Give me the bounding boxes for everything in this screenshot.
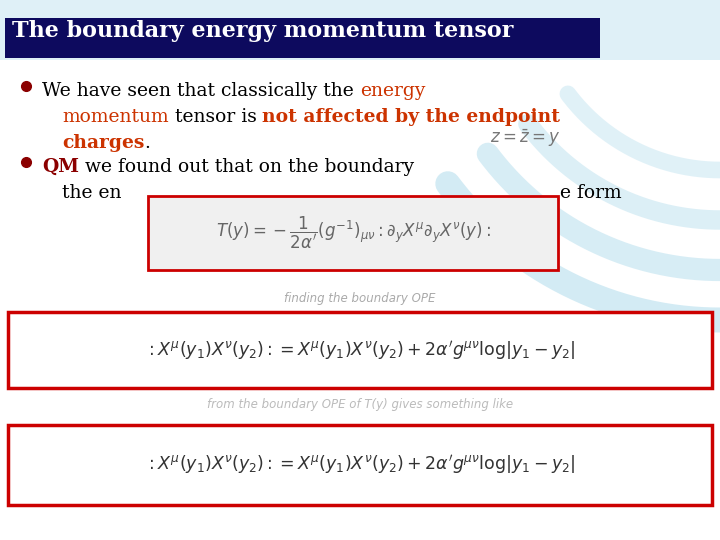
Text: $T(y) = -\dfrac{1}{2\alpha^{\prime}}(g^{-1})_{\mu\nu}{:}\partial_y X^{\mu} \part: $T(y) = -\dfrac{1}{2\alpha^{\prime}}(g^{…: [215, 215, 490, 251]
Bar: [5, 18, 600, 58]
Bar: [0, 60, 720, 540]
Text: momentum: momentum: [62, 108, 168, 126]
Text: from the boundary OPE of T(y) gives something like: from the boundary OPE of T(y) gives some…: [207, 398, 513, 411]
Text: finding the boundary OPE: finding the boundary OPE: [284, 292, 436, 305]
Text: energy: energy: [360, 82, 425, 100]
Text: the en: the en: [62, 184, 122, 202]
Bar: [148, 196, 558, 270]
Text: charges: charges: [62, 134, 145, 152]
Bar: [8, 425, 712, 505]
Text: not affected by the endpoint: not affected by the endpoint: [263, 108, 560, 126]
Text: e form: e form: [560, 184, 621, 202]
Bar: [8, 312, 712, 388]
Text: The boundary energy momentum tensor: The boundary energy momentum tensor: [12, 20, 513, 42]
Text: $:X^{\mu}(y_1)X^{\nu}(y_2): = X^{\mu}(y_1)X^{\nu}(y_2) + 2\alpha^{\prime}g^{\mu\: $:X^{\mu}(y_1)X^{\nu}(y_2): = X^{\mu}(y_…: [145, 454, 575, 476]
Text: $:X^{\mu}(y_1)X^{\nu}(y_2): = X^{\mu}(y_1)X^{\nu}(y_2) + 2\alpha^{\prime}g^{\mu\: $:X^{\mu}(y_1)X^{\nu}(y_2): = X^{\mu}(y_…: [145, 339, 575, 361]
Text: tensor is: tensor is: [168, 108, 263, 126]
Text: we found out that on the boundary: we found out that on the boundary: [79, 158, 414, 176]
Text: $z = \bar{z} = y$: $z = \bar{z} = y$: [490, 128, 560, 150]
Text: QM: QM: [42, 158, 79, 176]
Text: We have seen that classically the: We have seen that classically the: [42, 82, 360, 100]
Text: .: .: [145, 134, 150, 152]
